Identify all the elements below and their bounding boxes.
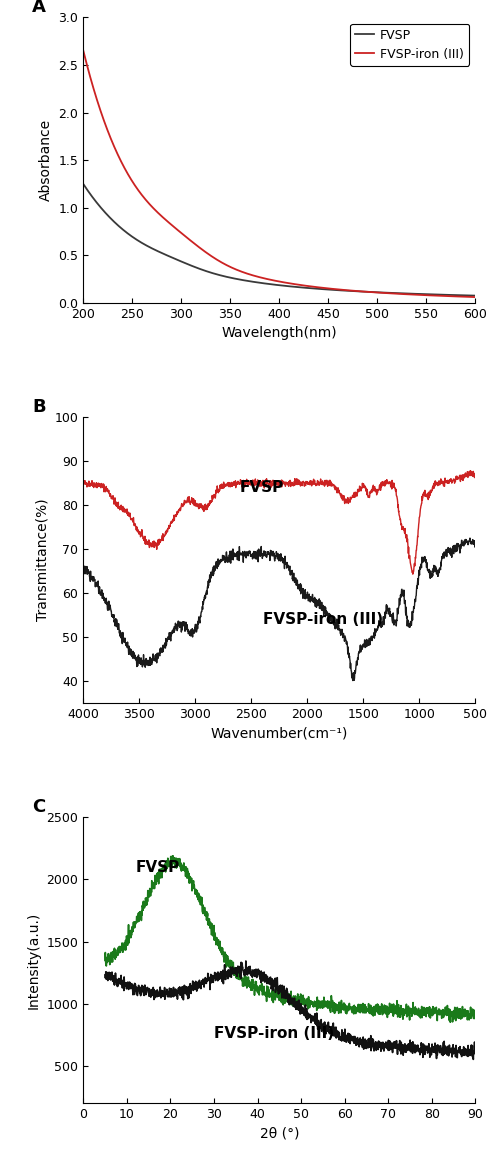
FVSP-iron (III) (472, 290, 478, 304)
FVSP (472, 289, 478, 303)
Text: C: C (32, 798, 46, 815)
FVSP-iron (III) (318, 281, 324, 295)
FVSP (80, 177, 86, 191)
Text: FVSP: FVSP (240, 480, 284, 495)
X-axis label: Wavenumber(cm⁻¹): Wavenumber(cm⁻¹) (211, 726, 348, 740)
FVSP (418, 288, 424, 301)
FVSP (378, 285, 384, 299)
Y-axis label: Transmittance(%): Transmittance(%) (35, 499, 49, 621)
FVSP (308, 282, 314, 296)
X-axis label: 2θ (°): 2θ (°) (260, 1126, 299, 1140)
Y-axis label: Intensity(a.u.): Intensity(a.u.) (27, 911, 41, 1008)
FVSP (104, 208, 110, 222)
FVSP-iron (III) (330, 282, 336, 296)
Text: B: B (32, 397, 46, 416)
FVSP (330, 283, 336, 297)
FVSP-iron (III) (378, 285, 384, 299)
Legend: FVSP, FVSP-iron (III): FVSP, FVSP-iron (III) (350, 23, 469, 66)
Text: FVSP: FVSP (136, 860, 180, 875)
Y-axis label: Absorbance: Absorbance (39, 119, 53, 201)
FVSP-iron (III) (80, 44, 86, 58)
Line: FVSP: FVSP (83, 184, 475, 296)
Text: FVSP-iron (III): FVSP-iron (III) (263, 612, 383, 627)
FVSP-iron (III) (308, 280, 314, 293)
Line: FVSP-iron (III): FVSP-iron (III) (83, 51, 475, 297)
Text: A: A (32, 0, 46, 16)
FVSP-iron (III) (418, 288, 424, 301)
X-axis label: Wavelength(nm): Wavelength(nm) (221, 327, 337, 341)
FVSP (318, 282, 324, 296)
FVSP-iron (III) (104, 122, 110, 136)
Text: FVSP-iron (III): FVSP-iron (III) (214, 1027, 334, 1042)
